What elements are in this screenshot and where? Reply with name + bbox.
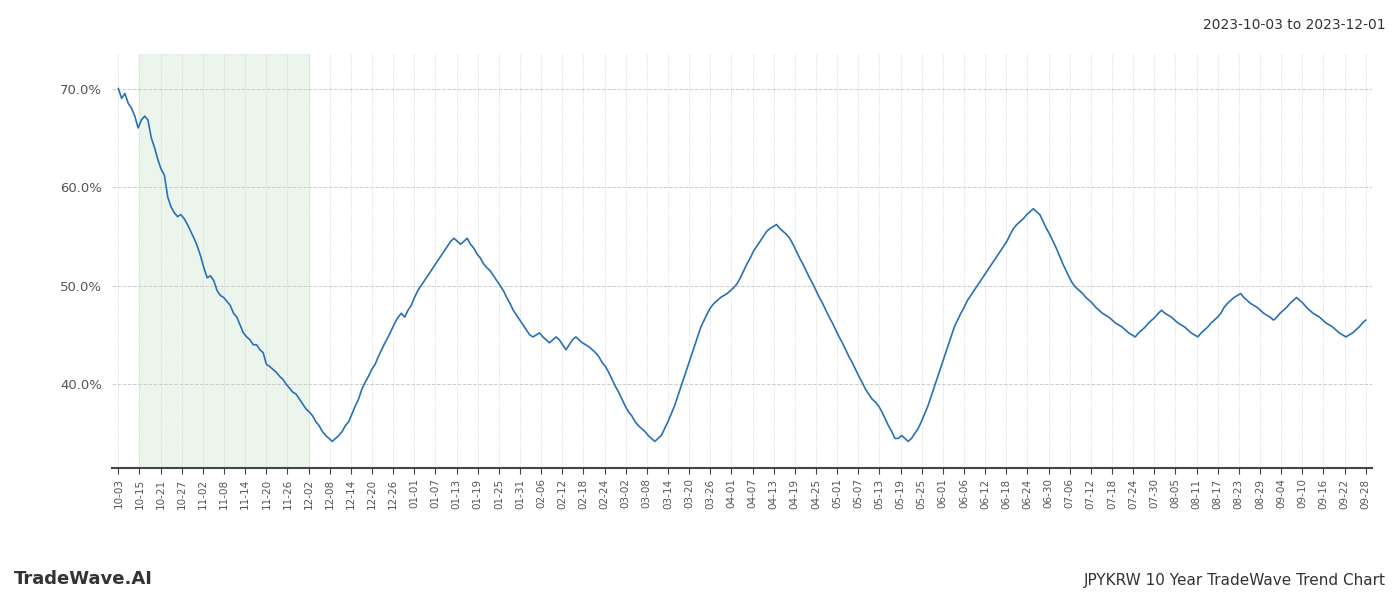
Text: 2023-10-03 to 2023-12-01: 2023-10-03 to 2023-12-01 (1204, 18, 1386, 32)
Text: JPYKRW 10 Year TradeWave Trend Chart: JPYKRW 10 Year TradeWave Trend Chart (1084, 573, 1386, 588)
Bar (140, 54, 308, 468)
Text: TradeWave.AI: TradeWave.AI (14, 570, 153, 588)
